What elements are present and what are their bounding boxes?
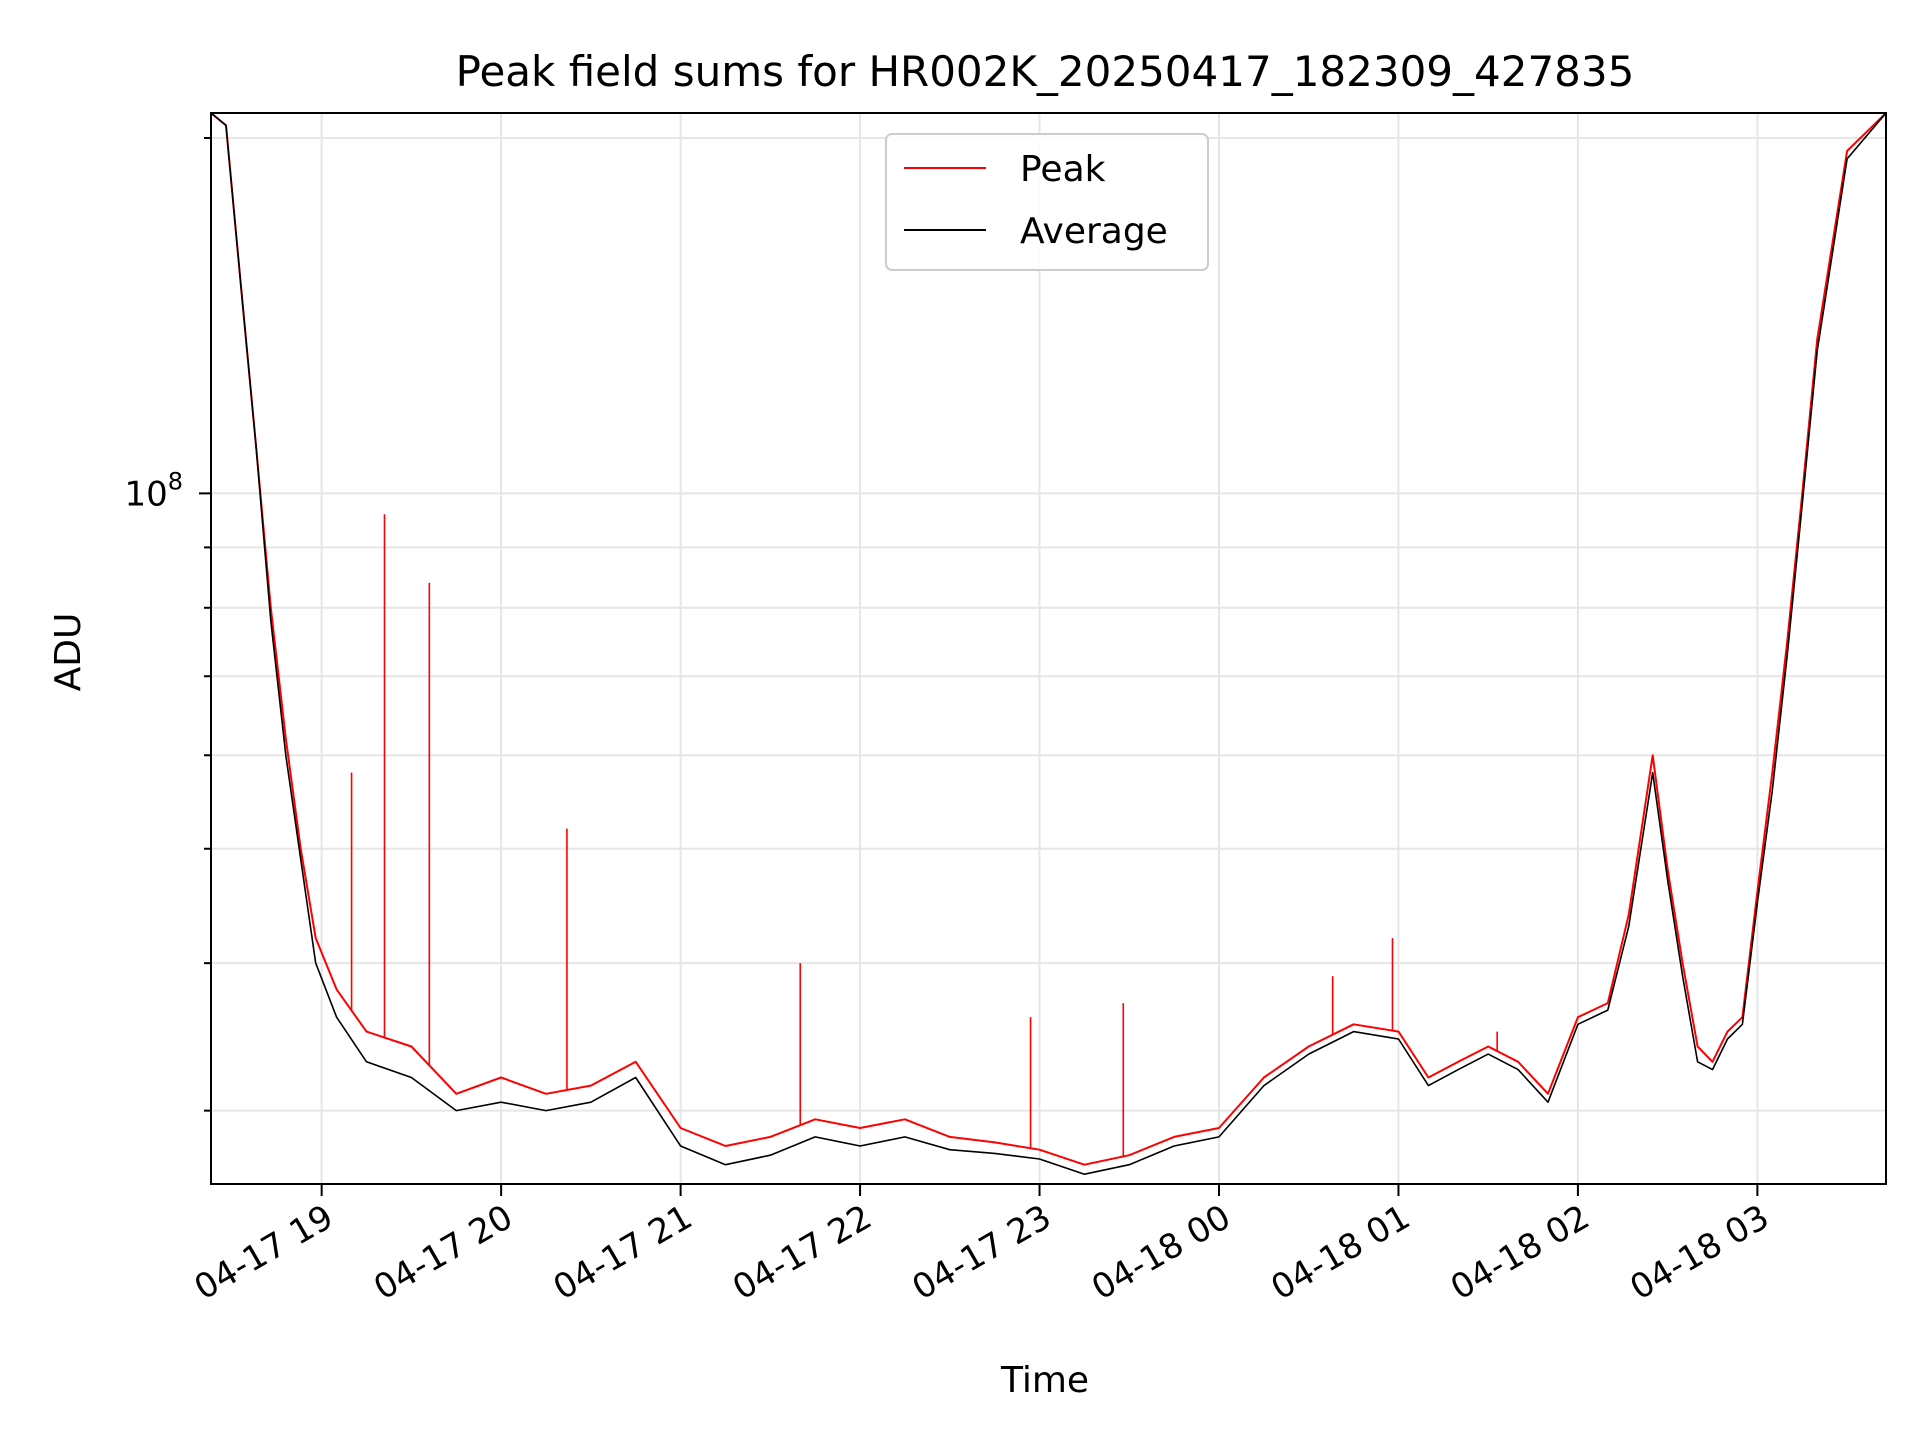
- plot-frame: [210, 112, 1887, 1185]
- legend: Peak Average: [885, 133, 1209, 271]
- y-tick-label: 108: [124, 467, 183, 514]
- series-line-peak: [210, 112, 1887, 1166]
- x-axis-title: Time: [1000, 1360, 1089, 1401]
- chart-title: Peak field sums for HR002K_20250417_1823…: [456, 47, 1635, 96]
- legend-label-average: Average: [1020, 211, 1168, 252]
- series-layer: [210, 112, 1887, 1175]
- series-line-average: [210, 112, 1887, 1175]
- y-axis-title: ADU: [48, 613, 89, 692]
- legend-label-peak: Peak: [1020, 149, 1106, 190]
- grid-layer: [211, 113, 1886, 1184]
